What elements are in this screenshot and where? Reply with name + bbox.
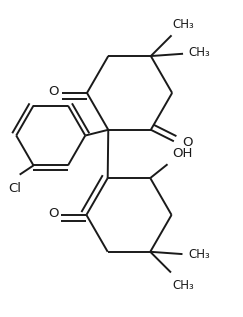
Text: CH₃: CH₃ <box>172 279 194 292</box>
Text: CH₃: CH₃ <box>189 46 210 59</box>
Text: OH: OH <box>172 147 192 160</box>
Text: Cl: Cl <box>9 182 22 195</box>
Text: O: O <box>48 85 59 98</box>
Text: CH₃: CH₃ <box>173 18 194 31</box>
Text: CH₃: CH₃ <box>188 248 210 261</box>
Text: O: O <box>182 136 192 149</box>
Text: O: O <box>48 207 58 220</box>
